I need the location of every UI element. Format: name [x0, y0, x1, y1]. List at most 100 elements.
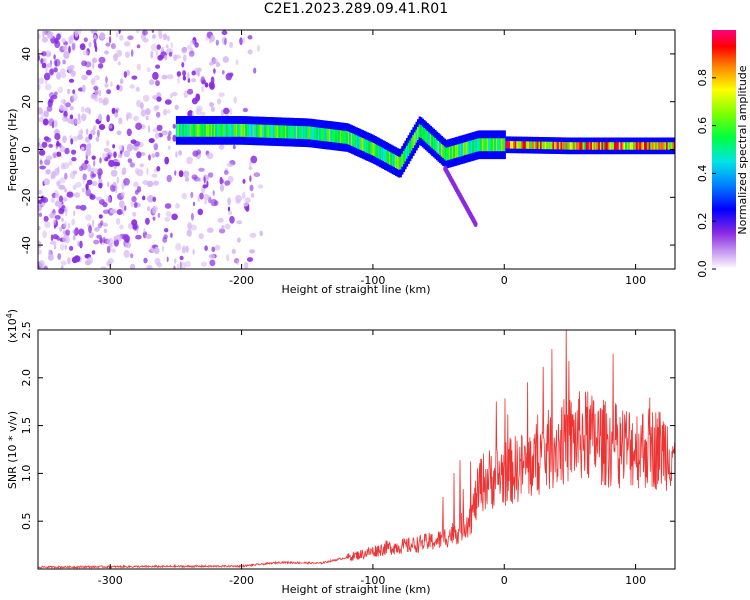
ridge-core [434, 138, 437, 151]
noise-speckle [218, 92, 225, 98]
noise-speckle [195, 108, 202, 116]
noise-speckle [72, 93, 78, 102]
ridge-core [270, 125, 273, 138]
noise-speckle [102, 236, 106, 244]
noise-speckle [72, 89, 76, 94]
noise-speckle [45, 52, 52, 57]
ridge-core [384, 149, 387, 162]
ridge-core [610, 142, 614, 150]
noise-speckle [67, 222, 71, 229]
ridge-core [401, 153, 404, 167]
noise-speckle [131, 196, 137, 203]
ridge-core [248, 124, 251, 138]
ridge-core [180, 123, 183, 137]
noise-speckle [49, 240, 57, 245]
snr-marks [38, 330, 675, 569]
noise-speckle [148, 138, 155, 144]
noise-speckle [99, 32, 106, 40]
snr-multiplier: (x104) [5, 309, 19, 343]
noise-speckle [103, 147, 110, 153]
noise-speckle [156, 262, 163, 268]
noise-speckle [126, 69, 131, 76]
noise-speckle [107, 181, 110, 187]
noise-speckle [183, 170, 190, 178]
noise-speckle [143, 257, 148, 264]
noise-speckle [133, 140, 141, 147]
y-tick-label: 0.5 [20, 512, 33, 530]
noise-speckle [54, 200, 62, 207]
ridge-core [626, 142, 629, 150]
ridge-core [404, 148, 407, 162]
ridge-core [590, 142, 593, 150]
noise-speckle [183, 90, 189, 99]
ridge-core [205, 123, 209, 137]
noise-speckle [182, 75, 186, 81]
ridge-core [628, 142, 631, 150]
ridge-core [223, 123, 226, 137]
noise-speckle [188, 50, 195, 57]
ridge-core [224, 123, 227, 137]
ridge-core [409, 140, 412, 154]
ridge-core [473, 139, 476, 153]
ridge-core [506, 141, 510, 149]
ridge-core [333, 129, 336, 143]
ridge-core [216, 123, 220, 137]
ridge-core [631, 142, 634, 150]
noise-speckle [123, 234, 131, 243]
noise-speckle [221, 70, 225, 75]
ridge-core [268, 124, 272, 138]
ridge-core [571, 142, 574, 150]
noise-speckle [204, 245, 208, 251]
ridge-core [642, 142, 645, 150]
ridge-core [199, 123, 202, 137]
ridge-core [182, 123, 185, 137]
noise-speckle [224, 180, 231, 186]
noise-speckle [136, 169, 144, 177]
ridge-core [406, 145, 409, 159]
ridge-core [421, 126, 424, 140]
noise-speckle [123, 249, 130, 258]
ridge-core [179, 123, 182, 137]
ridge-core [606, 142, 609, 150]
ridge-core [540, 141, 543, 150]
noise-speckle [118, 144, 123, 152]
ridge-core [535, 141, 538, 149]
noise-speckle [43, 197, 46, 203]
noise-speckle [81, 60, 88, 67]
noise-speckle [178, 170, 184, 178]
noise-speckle [81, 106, 85, 113]
noise-speckle [257, 184, 264, 189]
x-tick-label: 0 [501, 274, 508, 287]
ridge-core [560, 142, 563, 150]
noise-speckle [78, 228, 85, 237]
ridge-core [358, 136, 361, 150]
colorbar-tick-label: 0.0 [696, 260, 709, 278]
ridge-core [303, 126, 306, 140]
ridge-core [525, 141, 528, 149]
noise-speckle [166, 35, 170, 42]
ridge-core [306, 126, 309, 140]
ridge-core [502, 138, 505, 152]
ridge-core [569, 142, 573, 150]
ridge-core [659, 142, 662, 150]
ridge-core [655, 142, 658, 150]
noise-speckle [71, 136, 79, 142]
ridge-core [483, 138, 486, 152]
ridge-core [543, 141, 546, 150]
ridge-core [402, 151, 406, 164]
ridge-core [320, 128, 324, 141]
noise-speckle [242, 107, 249, 113]
ridge-core [292, 125, 295, 139]
ridge-core [599, 142, 603, 150]
noise-speckle [41, 141, 48, 148]
ridge-core [462, 142, 465, 156]
noise-speckle [85, 214, 92, 221]
ridge-core [669, 142, 672, 150]
noise-speckle [201, 85, 205, 93]
noise-speckle [152, 216, 156, 221]
noise-speckle [114, 161, 120, 167]
noise-speckle [185, 176, 190, 182]
noise-speckle [155, 49, 159, 56]
noise-speckle [184, 260, 191, 268]
x-tick-label: -100 [360, 574, 385, 587]
